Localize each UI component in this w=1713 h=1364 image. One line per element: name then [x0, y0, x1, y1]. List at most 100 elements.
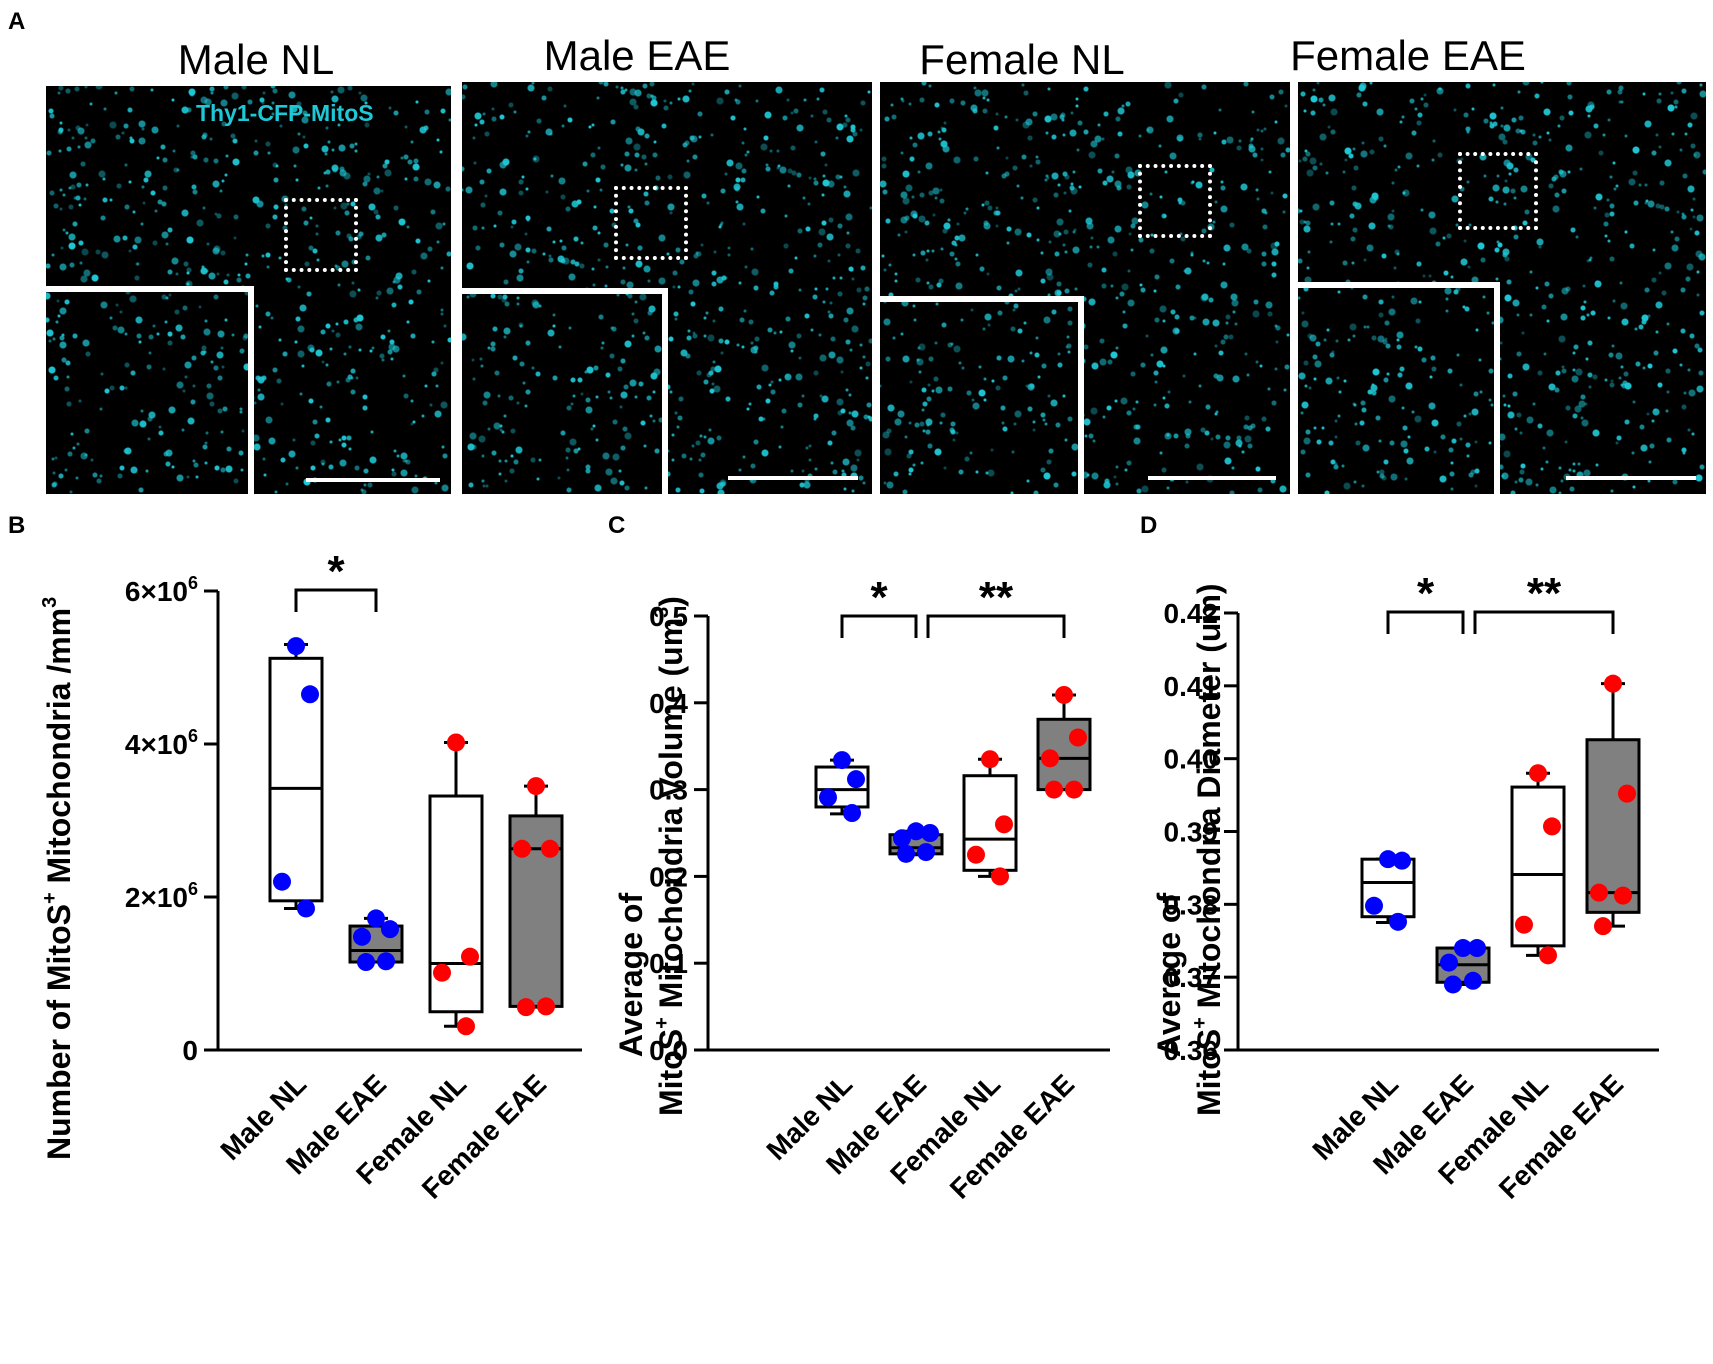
data-point: [907, 822, 925, 841]
significance-bracket: [926, 614, 1066, 638]
data-point: [1529, 764, 1547, 783]
data-point: [273, 872, 291, 891]
data-point: [433, 963, 451, 982]
roi-box-female-eae: [1458, 152, 1538, 230]
data-point: [537, 997, 555, 1016]
y-axis-title-b-rest: Mitochondria /mm: [41, 608, 77, 892]
y-tick-label-base: 6×10: [125, 576, 188, 607]
y-axis-title-c-sup: +: [651, 1017, 673, 1029]
scale-bar-female-eae: [1566, 476, 1696, 480]
data-point: [921, 824, 939, 842]
data-point: [1618, 784, 1636, 803]
significance-bracket: [1386, 610, 1465, 634]
significance-bracket: [1473, 610, 1615, 634]
data-point: [1069, 728, 1087, 747]
roi-box-male-nl: [284, 198, 358, 272]
data-point: [1614, 886, 1632, 905]
y-axis-title-d: MitoS+ Mitochondria Diameter (um): [1189, 583, 1227, 1116]
y-tick-label-base: 4×10: [125, 729, 188, 760]
data-point: [447, 733, 465, 752]
y-tick-label: 0.40: [1164, 744, 1219, 775]
data-point: [967, 845, 985, 864]
y-tick-label: 0.4: [649, 688, 688, 719]
data-point: [1543, 817, 1561, 836]
data-point: [1464, 971, 1482, 990]
y-tick-label-exp: 6: [188, 726, 198, 746]
data-point: [1454, 939, 1472, 958]
significance-label: *: [327, 547, 345, 596]
y-axis-title-c-line1: Average of: [613, 893, 649, 1058]
y-tick-label: 2×106: [125, 879, 198, 913]
y-tick-label: 0.1: [649, 948, 688, 979]
chart-b: Number of MitoS+ Mitochondria /mm3 0 2×10…: [39, 547, 582, 1205]
data-point: [995, 815, 1013, 834]
data-point: [353, 927, 371, 946]
roi-box-female-nl: [1138, 164, 1212, 238]
box: [1585, 738, 1641, 914]
y-axis-title-b-unit-sup: 3: [39, 597, 61, 608]
data-point: [917, 843, 935, 862]
data-point: [367, 909, 385, 928]
condition-title-female-nl: Female NL: [919, 36, 1125, 83]
y-tick-label: 0.3: [649, 775, 688, 806]
data-point: [1444, 975, 1462, 994]
chart-d: Average of MitoS+ Mitochondria Diameter …: [1151, 569, 1659, 1205]
data-point: [301, 685, 319, 704]
data-point: [297, 899, 315, 918]
data-point: [897, 844, 915, 863]
data-point: [527, 777, 545, 796]
significance-label: **: [979, 573, 1014, 622]
data-point: [1365, 896, 1383, 915]
y-tick-label: 0.42: [1164, 598, 1219, 629]
data-point: [381, 920, 399, 939]
y-axis-title-d-rest: Mitochondria Diameter (um): [1191, 583, 1227, 1017]
chart-c: Average of MitoS+ Mitochondria Volume (u…: [613, 573, 1110, 1205]
y-axis-title-b-main: Number of MitoS: [41, 904, 77, 1160]
data-point: [1594, 917, 1612, 936]
y-tick-label-exp: 6: [188, 573, 198, 593]
data-point: [1590, 883, 1608, 902]
panel-label-b: B: [8, 512, 26, 539]
panel-label-c: C: [608, 512, 626, 539]
inset-female-eae: [1298, 282, 1500, 494]
data-point: [843, 804, 861, 823]
y-axis-title-c-main: MitoS: [653, 1029, 689, 1116]
data-point: [1440, 953, 1458, 972]
data-point: [819, 788, 837, 807]
data-point: [1041, 749, 1059, 768]
y-tick-label: 0.39: [1164, 817, 1219, 848]
stain-label: Thy1-CFP-MitoS: [196, 100, 374, 126]
condition-title-male-eae: Male EAE: [543, 32, 731, 79]
scale-bar-male-eae: [728, 476, 858, 480]
y-tick-label: 0.2: [649, 861, 688, 892]
data-point: [513, 839, 531, 858]
data-point: [1604, 674, 1622, 693]
y-axis-title-b: Number of MitoS+ Mitochondria /mm3: [39, 597, 77, 1160]
y-tick-label: 6×106: [125, 573, 198, 607]
data-point: [981, 750, 999, 769]
micrograph-male-eae: [462, 82, 872, 494]
scale-bar-male-nl: [306, 478, 440, 482]
data-point: [1045, 780, 1063, 799]
y-axis-title-d-main: MitoS: [1191, 1029, 1227, 1116]
inset-male-eae: [462, 288, 668, 494]
y-tick-label: 0.5: [649, 601, 688, 632]
significance-bracket: [294, 588, 378, 612]
data-point: [1539, 946, 1557, 965]
y-axis-title-c-rest: Mitochondria Volume (um: [653, 618, 689, 1017]
condition-title-female-eae: Female EAE: [1290, 32, 1526, 79]
y-tick-label: 0.36: [1164, 1035, 1219, 1066]
data-point: [1389, 912, 1407, 931]
significance-label: *: [1417, 569, 1435, 618]
condition-title-male-nl: Male NL: [177, 36, 335, 83]
y-axis-title-d-line1: Average of: [1151, 893, 1187, 1058]
data-point: [893, 829, 911, 848]
y-axis-title-d-sup: +: [1189, 1017, 1211, 1029]
y-tick-label: 0.37: [1164, 962, 1219, 993]
data-point: [1379, 850, 1397, 869]
data-point: [457, 1017, 475, 1036]
y-tick-label: 0.41: [1164, 671, 1219, 702]
panel-label-d: D: [1140, 512, 1158, 539]
significance-bracket: [840, 614, 918, 638]
